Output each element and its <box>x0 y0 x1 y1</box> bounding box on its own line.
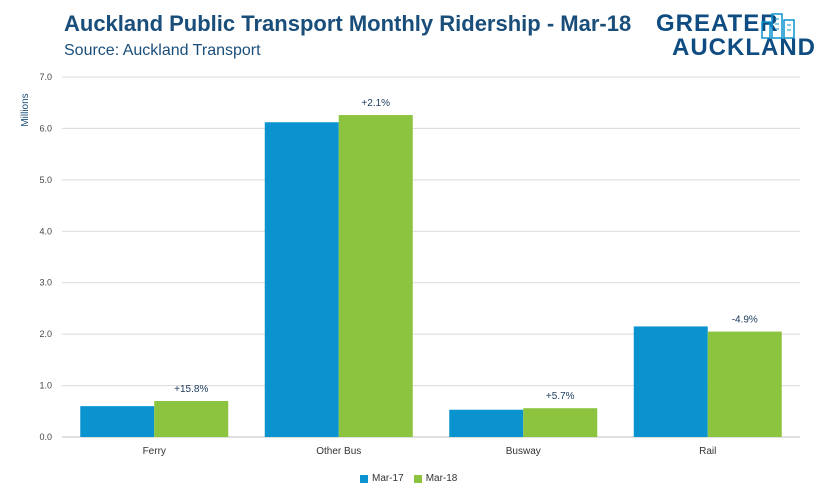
x-category-label: Other Bus <box>316 446 361 457</box>
legend-label-mar17: Mar-17 <box>372 473 404 484</box>
change-annotation: +15.8% <box>174 384 208 395</box>
bar-mar-18-busway <box>523 408 598 437</box>
x-category-label: Busway <box>506 446 541 457</box>
bar-mar-17-other-bus <box>264 122 339 437</box>
bar-mar-17-busway <box>449 409 524 437</box>
change-annotation: +2.1% <box>361 98 390 109</box>
y-tick-label: 6.0 <box>39 123 52 133</box>
legend-label-mar18: Mar-18 <box>425 473 458 484</box>
legend-swatch-mar17 <box>360 474 368 483</box>
legend-swatch-mar18 <box>413 474 422 483</box>
y-axis-label: Millions <box>20 93 31 126</box>
greater-auckland-logo: GREATER AUCKLAND <box>652 10 815 62</box>
bar-mar-17-rail <box>633 326 708 437</box>
bars <box>80 115 782 438</box>
y-tick-label: 3.0 <box>39 278 52 288</box>
chart-subtitle: Source: Auckland Transport <box>64 42 261 59</box>
bar-mar-17-ferry <box>80 406 155 437</box>
y-tick-label: 1.0 <box>39 381 52 391</box>
legend-item-mar17: Mar-17 <box>360 473 404 484</box>
logo-text-line1: GREATER <box>656 10 779 37</box>
change-annotation: -4.9% <box>732 315 758 326</box>
y-tick-label: 7.0 <box>39 72 52 82</box>
legend: Mar-17 Mar-18 <box>360 473 457 484</box>
x-category-label: Ferry <box>143 446 166 457</box>
legend-item-mar18: Mar-18 <box>413 473 458 484</box>
change-annotation: +5.7% <box>546 391 575 402</box>
x-category-label: Rail <box>699 446 716 457</box>
city-skyline-icon <box>761 13 795 39</box>
bar-mar-18-other-bus <box>338 115 413 438</box>
y-tick-label: 2.0 <box>39 329 52 339</box>
chart-title: Auckland Public Transport Monthly Riders… <box>64 11 632 36</box>
y-tick-label: 4.0 <box>39 226 52 236</box>
bar-mar-18-ferry <box>154 401 229 437</box>
bar-mar-18-rail <box>707 331 782 437</box>
labels: 0.0 1.0 2.0 3.0 4.0 5.0 6.0 7.0 Ferry +15.8% Other… <box>39 72 757 457</box>
y-tick-label: 0.0 <box>39 432 52 442</box>
y-tick-label: 5.0 <box>39 175 52 185</box>
